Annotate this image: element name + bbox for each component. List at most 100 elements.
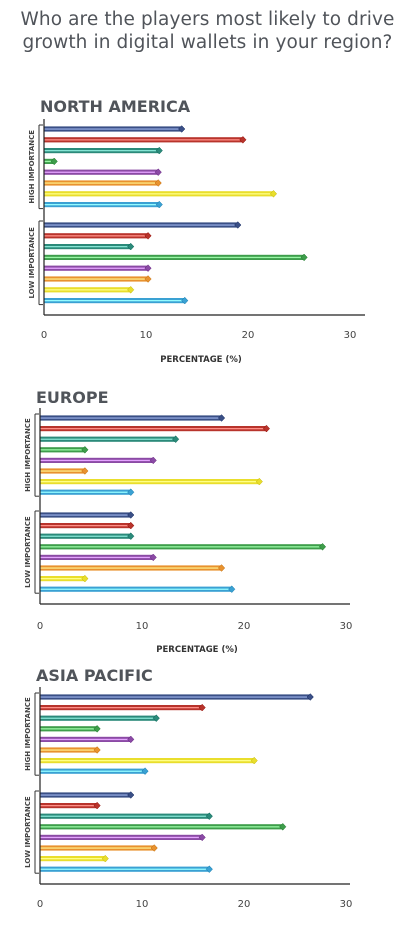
x-tick-label: 20 bbox=[242, 330, 255, 341]
bar-end-marker bbox=[318, 543, 327, 551]
bar-highlight bbox=[40, 760, 255, 762]
bar-end-marker bbox=[141, 767, 149, 775]
bar-highlight bbox=[40, 858, 106, 860]
bar-end-marker bbox=[172, 435, 180, 443]
bar-end-marker bbox=[155, 146, 163, 155]
bar-end-marker bbox=[228, 585, 236, 593]
bar-highlight bbox=[44, 300, 185, 302]
bar-highlight bbox=[40, 535, 131, 537]
bar-highlight bbox=[40, 567, 222, 569]
chart-title: ASIA PACIFIC bbox=[36, 666, 153, 685]
x-tick-label: 20 bbox=[238, 899, 251, 910]
bar-highlight bbox=[40, 459, 154, 462]
bar-end-marker bbox=[205, 812, 213, 820]
bar-end-marker bbox=[198, 703, 206, 712]
bar-highlight bbox=[40, 438, 176, 440]
bar-end-marker bbox=[93, 801, 101, 810]
group-label: HIGH IMPORTANCE bbox=[24, 418, 32, 492]
group-label: LOW IMPORTANCE bbox=[24, 516, 32, 588]
bar-end-marker bbox=[127, 735, 135, 744]
x-tick-label: 30 bbox=[340, 899, 353, 910]
bar-highlight bbox=[40, 546, 323, 548]
bar-end-marker bbox=[81, 574, 89, 583]
x-tick-label: 10 bbox=[140, 330, 153, 341]
bar-end-marker bbox=[198, 833, 206, 842]
chart-title: EUROPE bbox=[36, 388, 109, 407]
bar-highlight bbox=[40, 749, 98, 751]
bar-highlight bbox=[44, 171, 159, 173]
group-label: HIGH IMPORTANCE bbox=[24, 697, 32, 771]
bar-end-marker bbox=[234, 221, 242, 229]
bar-end-marker bbox=[181, 296, 189, 305]
chart-title: NORTH AMERICA bbox=[40, 97, 191, 116]
bar-highlight bbox=[40, 805, 98, 807]
bar-end-marker bbox=[149, 456, 157, 465]
bar-highlight bbox=[40, 868, 210, 870]
bar-highlight bbox=[44, 204, 160, 206]
bar-highlight bbox=[44, 128, 182, 130]
x-tick-label: 0 bbox=[37, 899, 43, 910]
bar-highlight bbox=[44, 278, 149, 280]
bar-highlight bbox=[40, 696, 311, 698]
bar-end-marker bbox=[93, 725, 101, 733]
bar-highlight bbox=[40, 826, 283, 828]
bar-end-marker bbox=[152, 714, 160, 722]
bar-end-marker bbox=[218, 564, 226, 572]
group-label: HIGH IMPORTANCE bbox=[28, 130, 36, 204]
x-tick-label: 0 bbox=[41, 330, 47, 341]
bar-end-marker bbox=[269, 190, 278, 198]
bar-highlight bbox=[40, 794, 131, 796]
bar-end-marker bbox=[127, 791, 135, 799]
bar-highlight bbox=[40, 556, 154, 559]
bar-highlight bbox=[40, 578, 85, 580]
bar-highlight bbox=[44, 267, 149, 269]
x-tick-label: 10 bbox=[136, 621, 149, 632]
bar-end-marker bbox=[239, 136, 247, 144]
page-title: Who are the players most likely to drive… bbox=[20, 9, 395, 53]
x-tick-label: 20 bbox=[238, 621, 251, 632]
x-tick-label: 0 bbox=[37, 621, 43, 632]
bar-highlight bbox=[40, 836, 203, 839]
bar-highlight bbox=[40, 428, 267, 430]
bar-highlight bbox=[40, 470, 85, 472]
x-tick-label: 10 bbox=[136, 899, 149, 910]
bar-highlight bbox=[44, 224, 238, 226]
bar-end-marker bbox=[50, 157, 58, 166]
bar-end-marker bbox=[144, 232, 152, 240]
x-tick-label: 30 bbox=[340, 621, 353, 632]
bar-end-marker bbox=[255, 477, 263, 486]
x-axis-label: PERCENTAGE (%) bbox=[160, 355, 242, 365]
bar-end-marker bbox=[218, 414, 226, 422]
bar-highlight bbox=[40, 770, 146, 772]
bar-end-marker bbox=[306, 693, 314, 701]
bar-end-marker bbox=[144, 275, 152, 283]
bar-highlight bbox=[44, 193, 274, 195]
bar-end-marker bbox=[127, 521, 135, 530]
bar-highlight bbox=[40, 491, 131, 493]
bar-end-marker bbox=[205, 865, 213, 873]
x-axis-label: PERCENTAGE (%) bbox=[156, 645, 238, 655]
bar-highlight bbox=[40, 717, 157, 719]
bar-end-marker bbox=[81, 467, 89, 475]
bar-highlight bbox=[40, 707, 203, 709]
bar-end-marker bbox=[127, 286, 135, 294]
bar-highlight bbox=[40, 481, 260, 483]
group-label: LOW IMPORTANCE bbox=[24, 796, 32, 868]
bar-highlight bbox=[40, 815, 210, 817]
bar-end-marker bbox=[154, 179, 162, 187]
bar-highlight bbox=[40, 417, 222, 419]
bar-end-marker bbox=[144, 264, 152, 272]
bar-end-marker bbox=[127, 532, 135, 540]
bar-end-marker bbox=[93, 746, 101, 754]
bar-end-marker bbox=[178, 125, 186, 133]
bar-highlight bbox=[40, 514, 131, 516]
bar-highlight bbox=[44, 235, 149, 237]
bar-highlight bbox=[44, 150, 160, 152]
bar-end-marker bbox=[250, 756, 258, 765]
bar-highlight bbox=[44, 139, 243, 141]
bar-end-marker bbox=[127, 511, 135, 519]
bar-highlight bbox=[40, 449, 85, 451]
bar-highlight bbox=[44, 256, 305, 259]
bar-end-marker bbox=[81, 446, 89, 454]
